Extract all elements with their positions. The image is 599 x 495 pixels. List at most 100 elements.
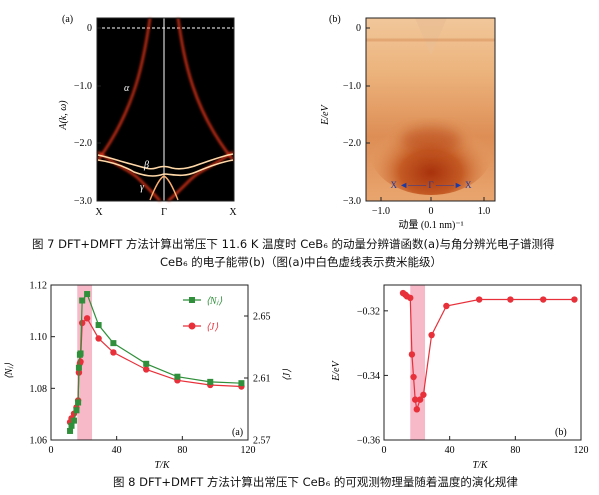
series-nj-point	[75, 364, 82, 371]
panel-b-ylabel: E/eV	[320, 103, 331, 125]
y-tick-label: 1.10	[30, 332, 48, 343]
energy-point	[443, 302, 450, 310]
band-label-gamma: γ	[140, 182, 145, 193]
energy-point	[410, 373, 417, 381]
x-tick-label: 0	[382, 445, 387, 456]
panel-a-xtick: Γ	[161, 207, 167, 218]
fig7-panel-b: X ◄—— Γ ——► X 0 −1.0 −2.0 −3.0 −1.0 0 1.…	[320, 14, 496, 231]
series-nj-point	[238, 380, 245, 387]
panel-b-xtick: 0	[429, 206, 434, 217]
arpes-dispersion	[415, 18, 447, 55]
right-panel-label: (b)	[555, 427, 567, 438]
y-tick-label: −0.34	[357, 371, 380, 382]
series-nj-point	[73, 407, 80, 414]
series-nj-point	[174, 373, 181, 380]
x-tick-label: 120	[241, 445, 256, 456]
band-label-alpha: α	[124, 83, 130, 94]
figure-7-caption-line2: CeB₆ 的电子能带(b)（图(a)中白色虚线表示费米能级）	[160, 255, 443, 269]
legend-label-j: ⟨J⟩	[206, 322, 218, 333]
panel-a-frame	[96, 17, 235, 202]
series-j-point	[110, 349, 117, 356]
panel-b-ytick: −3.0	[343, 196, 361, 207]
legend-marker-nj	[189, 297, 195, 303]
series-nj-point	[75, 399, 82, 406]
right-y-tick-label: 2.57	[253, 436, 271, 447]
energy-point	[411, 396, 419, 403]
right-y-tick-label: 2.61	[253, 374, 271, 385]
y-tick-label: −0.32	[357, 306, 380, 317]
series-j-line	[69, 317, 242, 423]
series-nj-line	[69, 292, 242, 432]
figure-7: α β γ 0 −1.0 −2.0 −3.0 X Γ X (a) A(k, ω)…	[58, 14, 496, 231]
series-j-point	[95, 335, 102, 342]
panel-a-ylabel: A(k, ω)	[58, 100, 69, 131]
figure-7-caption-line1: 图 7 DFT+DMFT 方法计算出常压下 11.6 K 温度时 CeB₆ 的动…	[32, 237, 555, 251]
fig8-chart-left: 0 40 80 120 1.06 1.08 1.10 1.12 2.57 2.61 2.65 ⟨Nⱼ…	[4, 281, 293, 472]
panel-b-ytick: −1.0	[343, 81, 361, 92]
x-tick-label: 40	[112, 445, 122, 456]
gamma-band	[149, 175, 179, 201]
panel-a-label: (a)	[62, 14, 73, 25]
figure-8-caption: 图 8 DFT+DMFT 方法计算出常压下 CeB₆ 的可观测物理量随着温度的演…	[113, 475, 518, 489]
x-tick-label: 40	[445, 445, 455, 456]
right-ylabel: ⟨J⟩	[282, 369, 293, 381]
right-y-tick-label: 2.65	[253, 312, 271, 323]
panel-b-xtick: 1.0	[478, 206, 491, 217]
x-tick-label: 80	[510, 445, 520, 456]
series-j-point	[83, 315, 91, 322]
legend-label-nj: ⟨Nⱼ⟩	[206, 296, 222, 307]
energy-point	[428, 331, 435, 339]
y-tick-label: −0.36	[357, 436, 380, 447]
series-j-point	[77, 358, 84, 365]
legend-marker-j	[188, 322, 196, 330]
legend: ⟨Nⱼ⟩ ⟨J⟩	[183, 296, 222, 333]
series-nj-point	[207, 378, 214, 385]
panel-b-label: (b)	[329, 14, 341, 25]
series-nj-point	[79, 297, 86, 304]
panel-b-xtick: −1.0	[372, 206, 390, 217]
series-j-point	[143, 366, 150, 373]
right-chart-ylabel: E/eV	[331, 359, 342, 381]
right-chart-frame	[383, 284, 582, 441]
panel-a-xtick: X	[229, 207, 237, 218]
series-nj-point	[95, 322, 102, 329]
panel-a-xtick: X	[95, 207, 103, 218]
panel-a-ytick: −2.0	[74, 138, 92, 149]
x-tick-label: 120	[574, 445, 589, 456]
figure-8: 0 40 80 120 1.06 1.08 1.10 1.12 2.57 2.61 2.65 ⟨Nⱼ…	[4, 281, 589, 472]
left-ylabel: ⟨Nⱼ⟩	[4, 363, 15, 379]
energy-point	[507, 296, 514, 303]
fig8-chart-right: 0 40 80 120 −0.32 −0.34 −0.36 (b) T/K E/eV	[331, 284, 589, 471]
energy-point	[408, 351, 416, 358]
y-tick-label: 1.12	[30, 281, 48, 292]
series-nj-point	[110, 340, 117, 347]
series-j-point	[78, 319, 86, 327]
energy-line	[402, 292, 575, 410]
panel-b-xlabel: 动量 (0.1 nm)⁻¹	[398, 219, 463, 231]
panel-b-ytick: 0	[356, 23, 361, 34]
x-tick-label: 80	[177, 445, 187, 456]
left-panel-label: (a)	[232, 427, 243, 438]
fig7-panel-a: α β γ 0 −1.0 −2.0 −3.0 X Γ X (a) A(k, ω)	[58, 14, 237, 218]
y-tick-label: 1.06	[30, 436, 48, 447]
panel-b-ytick: −2.0	[343, 138, 361, 149]
flat-band	[97, 153, 234, 177]
panel-a-ytick: 0	[87, 23, 92, 34]
energy-point	[407, 294, 414, 302]
series-nj-point	[84, 291, 91, 298]
left-xlabel: T/K	[154, 460, 170, 471]
panel-a-ytick: −1.0	[74, 81, 92, 92]
series-nj-point	[70, 417, 77, 424]
x-tick-label: 0	[49, 445, 54, 456]
x-gamma-x-arrow: X ◄—— Γ ——► X	[390, 180, 472, 190]
left-chart-frame	[50, 284, 249, 441]
series-nj-point	[67, 427, 74, 434]
band-label-beta: β	[143, 160, 149, 171]
series-nj-point	[143, 360, 150, 367]
energy-point	[476, 296, 483, 303]
spectral-function-map	[97, 18, 234, 201]
energy-point	[571, 296, 578, 303]
energy-point	[416, 396, 424, 403]
energy-point	[420, 391, 427, 398]
energy-point	[413, 406, 421, 413]
